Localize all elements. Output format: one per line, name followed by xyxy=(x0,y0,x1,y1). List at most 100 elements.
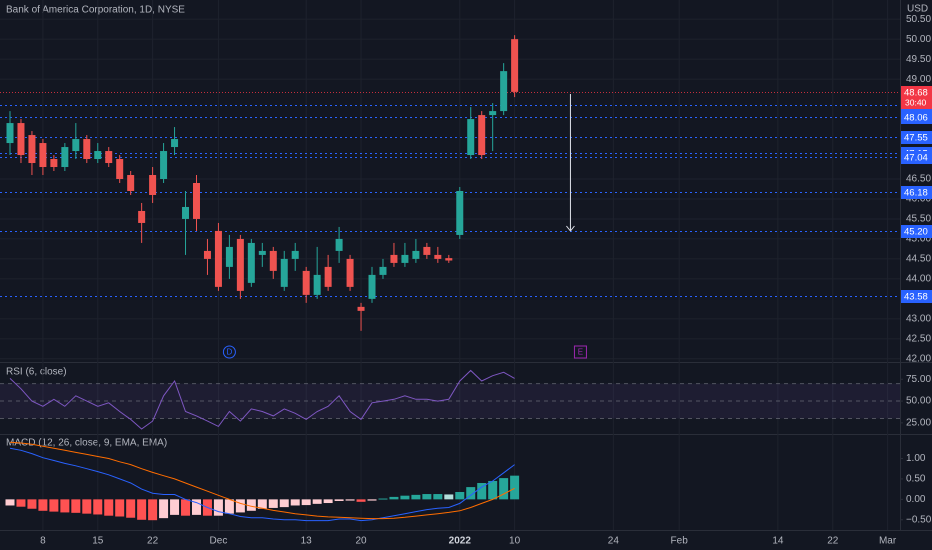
candle-body xyxy=(456,190,464,235)
histogram-bar xyxy=(400,495,410,500)
histogram-bar xyxy=(422,494,432,500)
x-tick-label: 13 xyxy=(301,536,313,547)
x-tick-label: Feb xyxy=(671,536,689,547)
histogram-bar xyxy=(345,499,355,501)
event-marker xyxy=(222,345,236,359)
x-tick-label: 22 xyxy=(147,536,159,547)
histogram-bar xyxy=(191,499,201,515)
candle-body xyxy=(39,143,47,168)
event-marker xyxy=(573,345,587,359)
x-tick-label: 2022 xyxy=(449,536,472,547)
candle-body xyxy=(302,270,310,295)
y-tick-label: −0.50 xyxy=(906,514,932,525)
candle-body xyxy=(445,258,453,261)
candle-body xyxy=(335,238,343,251)
y-tick-label: 0.50 xyxy=(906,474,926,485)
histogram-bar xyxy=(279,499,289,508)
histogram-bar xyxy=(49,499,59,512)
candle-body xyxy=(105,151,113,164)
x-tick-label: 20 xyxy=(355,536,367,547)
candle-body xyxy=(478,115,486,156)
candle-body xyxy=(423,246,431,255)
y-tick-label: 0.00 xyxy=(906,494,926,505)
histogram-bar xyxy=(367,499,377,501)
y-tick-label: 1.00 xyxy=(906,453,926,464)
candle-body xyxy=(467,119,475,156)
y-tick-label: 44.50 xyxy=(906,254,931,265)
level-label-box xyxy=(901,131,932,144)
candle-body xyxy=(390,254,398,263)
candle-body xyxy=(17,123,25,156)
histogram-bar xyxy=(82,499,92,514)
y-tick-label: 25.00 xyxy=(906,418,931,429)
histogram-bar xyxy=(477,483,487,500)
x-tick-label: 10 xyxy=(509,536,521,547)
histogram-bar xyxy=(389,496,399,500)
x-tick-label: 24 xyxy=(608,536,620,547)
x-tick-label: Mar xyxy=(879,536,897,547)
level-label: 47.55 xyxy=(904,133,928,144)
histogram-bar xyxy=(323,499,333,504)
x-tick-label: Dec xyxy=(210,536,228,547)
histogram-bar xyxy=(148,499,158,521)
x-tick-label: 15 xyxy=(92,536,104,547)
histogram-bar xyxy=(181,499,191,516)
level-label-box xyxy=(901,225,932,238)
candle-body xyxy=(291,250,299,259)
rsi-line xyxy=(9,369,515,430)
level-label: 48.06 xyxy=(904,113,928,124)
candle-body xyxy=(412,250,420,259)
histogram-bar xyxy=(356,499,366,502)
histogram-bar xyxy=(312,499,322,504)
signal-line xyxy=(9,441,515,520)
candle-body xyxy=(324,266,332,287)
y-tick-label: 49.00 xyxy=(906,74,931,85)
level-label-box xyxy=(901,111,932,124)
histogram-bar xyxy=(257,499,267,509)
histogram-bar xyxy=(38,499,48,511)
last-price-box xyxy=(901,86,932,109)
chart-title: Bank of America Corporation, 1D, NYSE xyxy=(6,5,185,16)
level-label-box xyxy=(901,290,932,303)
histogram-bar xyxy=(104,499,114,516)
histogram-bar xyxy=(433,494,443,500)
histogram-bar xyxy=(5,499,15,506)
macd-title: MACD (12, 26, close, 9, EMA, EMA) xyxy=(6,438,167,449)
candle-body xyxy=(280,258,288,287)
candle-body xyxy=(368,274,376,299)
y-tick-label: 50.00 xyxy=(906,396,931,407)
candle-body xyxy=(379,266,387,275)
level-label: 47.04 xyxy=(904,153,928,164)
histogram-bar xyxy=(170,499,180,515)
candle-body xyxy=(203,250,211,259)
candle-body xyxy=(357,306,365,311)
currency: USD xyxy=(907,4,928,15)
level-label: 45.20 xyxy=(904,227,928,238)
x-tick-label: 22 xyxy=(827,536,839,547)
candle-body xyxy=(83,139,91,160)
candle-body xyxy=(171,139,179,148)
candle-body xyxy=(214,230,222,287)
histogram-bar xyxy=(378,498,388,500)
last-price-label: 48.68 xyxy=(904,88,928,99)
histogram-bar xyxy=(444,494,454,500)
candle-body xyxy=(258,250,266,255)
arrow-head xyxy=(566,225,575,232)
event-label: D xyxy=(227,348,233,357)
candle-body xyxy=(160,151,168,180)
histogram-bar xyxy=(499,478,509,500)
candle-body xyxy=(127,175,135,191)
y-tick-label: 46.00 xyxy=(906,194,931,205)
candle-body xyxy=(346,258,354,287)
candle-body xyxy=(116,159,124,180)
macd-line xyxy=(9,447,515,522)
y-tick-label: 44.00 xyxy=(906,274,931,285)
candle-body xyxy=(138,210,146,223)
level-label: 43.58 xyxy=(904,292,928,303)
histogram-bar xyxy=(268,499,278,508)
y-tick-label: 46.50 xyxy=(906,174,931,185)
candle-body xyxy=(489,111,497,116)
histogram-bar xyxy=(290,499,300,506)
y-tick-label: 42.00 xyxy=(906,353,931,364)
